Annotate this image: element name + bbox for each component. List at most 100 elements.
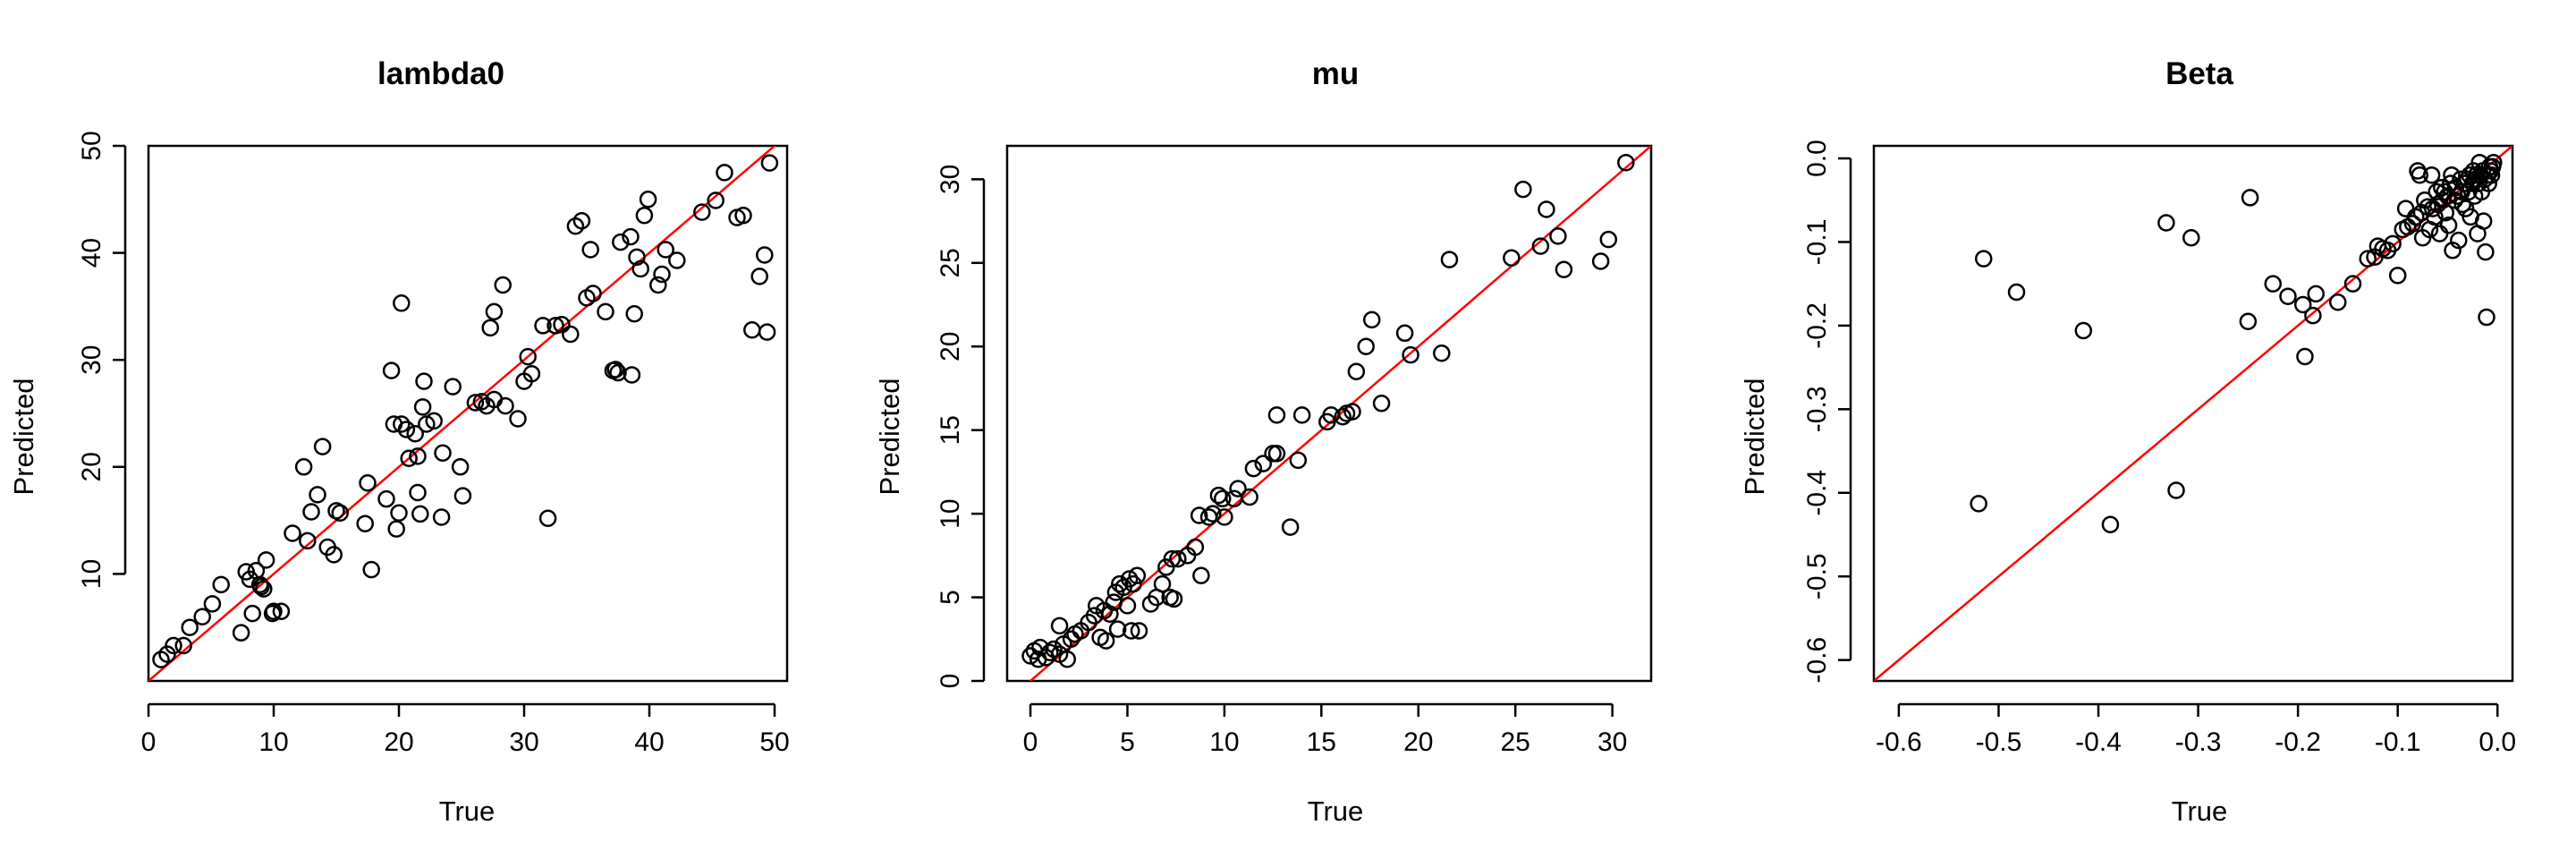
beta-data-point <box>2482 166 2501 184</box>
mu-x-tick-label: 30 <box>1597 727 1627 757</box>
mu-data-point <box>1503 249 1521 267</box>
mu-data-point <box>1124 574 1142 593</box>
lambda0-data-point <box>547 317 564 335</box>
beta-x-tick-label: -0.3 <box>2175 727 2222 757</box>
mu-data-point <box>1097 632 1115 650</box>
lambda0-data-point <box>432 508 451 526</box>
lambda0-data-point <box>509 410 527 428</box>
mu-panel: mu True Predicted 0 5 10 15 20 25 30 0 5 10 15 20 25… <box>874 56 1653 827</box>
mu-y-tick-label: 20 <box>936 332 965 361</box>
lambda0-data-point <box>409 483 427 502</box>
beta-data-point <box>2396 200 2415 217</box>
mu-data-point <box>1357 337 1375 355</box>
beta-data-point <box>2007 283 2026 302</box>
lambda0-data-point <box>466 394 485 412</box>
lambda0-data-point <box>413 398 432 416</box>
mu-title: mu <box>1312 56 1360 91</box>
lambda0-data-point <box>203 595 222 613</box>
beta-data-point <box>2329 293 2347 311</box>
beta-data-point <box>2478 308 2496 327</box>
lambda0-data-point <box>174 636 192 655</box>
beta-x-tick-label: -0.1 <box>2375 727 2421 757</box>
mu-data-point <box>1440 251 1459 268</box>
mu-data-point <box>1281 518 1300 536</box>
lambda0-data-point <box>409 447 427 465</box>
mu-data-point <box>1153 574 1172 593</box>
lambda0-data-point <box>284 524 301 542</box>
lambda0-data-point <box>382 361 401 379</box>
lambda0-panel: lambda0 True Predicted 0 10 20 30 40 50 10 20 30… <box>8 56 790 827</box>
mu-identity-line <box>1029 146 1651 681</box>
lambda0-data-point <box>538 509 557 527</box>
lambda0-data-point <box>397 421 416 438</box>
mu-data-point <box>1204 505 1222 523</box>
lambda0-data-point <box>232 624 250 642</box>
beta-data-point <box>2101 515 2120 534</box>
lambda0-data-point <box>657 241 674 259</box>
mu-data-point <box>1402 345 1419 364</box>
beta-data-point <box>2384 234 2402 253</box>
lambda0-y-tick-label: 40 <box>77 238 106 268</box>
mu-data-point <box>1045 640 1063 659</box>
mu-xlabel: True <box>1308 795 1364 827</box>
beta-data-point <box>2296 347 2314 366</box>
lambda0-data-point <box>635 206 654 225</box>
mu-data-point <box>1213 489 1232 508</box>
beta-data-point <box>2456 200 2475 217</box>
lambda0-data-point <box>356 515 374 532</box>
beta-data-point <box>2443 166 2461 184</box>
mu-y-tick-label: 15 <box>936 415 965 445</box>
lambda0-data-point <box>734 206 752 225</box>
mu-data-point <box>1118 597 1137 615</box>
beta-x-tick-label: 0.0 <box>2479 727 2516 757</box>
lambda0-data-point <box>649 276 667 294</box>
mu-data-point <box>1514 180 1532 199</box>
beta-data-point <box>2411 166 2428 184</box>
mu-data-point <box>1128 566 1147 585</box>
mu-ylabel: Predicted <box>874 378 905 496</box>
beta-data-point <box>2167 481 2185 499</box>
lambda0-x-tick-label: 40 <box>634 727 664 757</box>
lambda0-data-point <box>325 546 343 564</box>
beta-data-point <box>2479 174 2497 192</box>
lambda0-data-point <box>553 315 571 334</box>
mu-data-point <box>1199 508 1218 526</box>
lambda0-data-point <box>309 486 326 504</box>
lambda0-data-point <box>758 323 776 341</box>
lambda0-data-point <box>390 504 408 522</box>
beta-x-tick-label: -0.4 <box>2075 727 2122 757</box>
lambda0-data-point <box>252 578 270 596</box>
lambda0-data-point <box>294 458 313 476</box>
beta-x-tick-label: -0.6 <box>1876 727 1922 757</box>
lambda0-data-point <box>165 636 182 655</box>
lambda0-data-point <box>743 320 761 339</box>
beta-xlabel: True <box>2172 795 2228 827</box>
mu-y-tick-label: 0 <box>936 674 965 689</box>
lambda0-data-point <box>750 268 768 285</box>
lambda0-data-point <box>534 317 552 335</box>
mu-data-point <box>1058 650 1076 668</box>
beta-plot-frame <box>1872 144 2514 683</box>
beta-identity-line <box>1874 146 2512 681</box>
beta-y-tick-label: -0.1 <box>1802 219 1832 266</box>
beta-data-point <box>2293 295 2312 314</box>
lambda0-data-point <box>393 415 411 433</box>
beta-x-tick-label: -0.2 <box>2275 727 2321 757</box>
lambda0-data-point <box>193 608 211 625</box>
lambda0-x-tick-label: 50 <box>759 727 789 757</box>
lambda0-data-point <box>302 503 320 521</box>
beta-y-tick-label: -0.6 <box>1802 637 1832 684</box>
mu-data-point <box>1549 227 1567 245</box>
lambda0-data-point <box>411 505 429 523</box>
lambda0-x-tick-label: 10 <box>258 727 288 757</box>
mu-data-point <box>1555 260 1573 279</box>
lambda0-data-point <box>481 319 499 337</box>
lambda0-data-point <box>625 305 643 323</box>
lambda0-x-tick-label: 30 <box>509 727 538 757</box>
lambda0-data-point <box>653 265 671 284</box>
lambda0-plot-frame <box>147 144 789 683</box>
lambda0-data-point <box>406 424 424 443</box>
beta-data-point <box>1974 250 1993 268</box>
mu-data-point <box>1120 570 1139 588</box>
